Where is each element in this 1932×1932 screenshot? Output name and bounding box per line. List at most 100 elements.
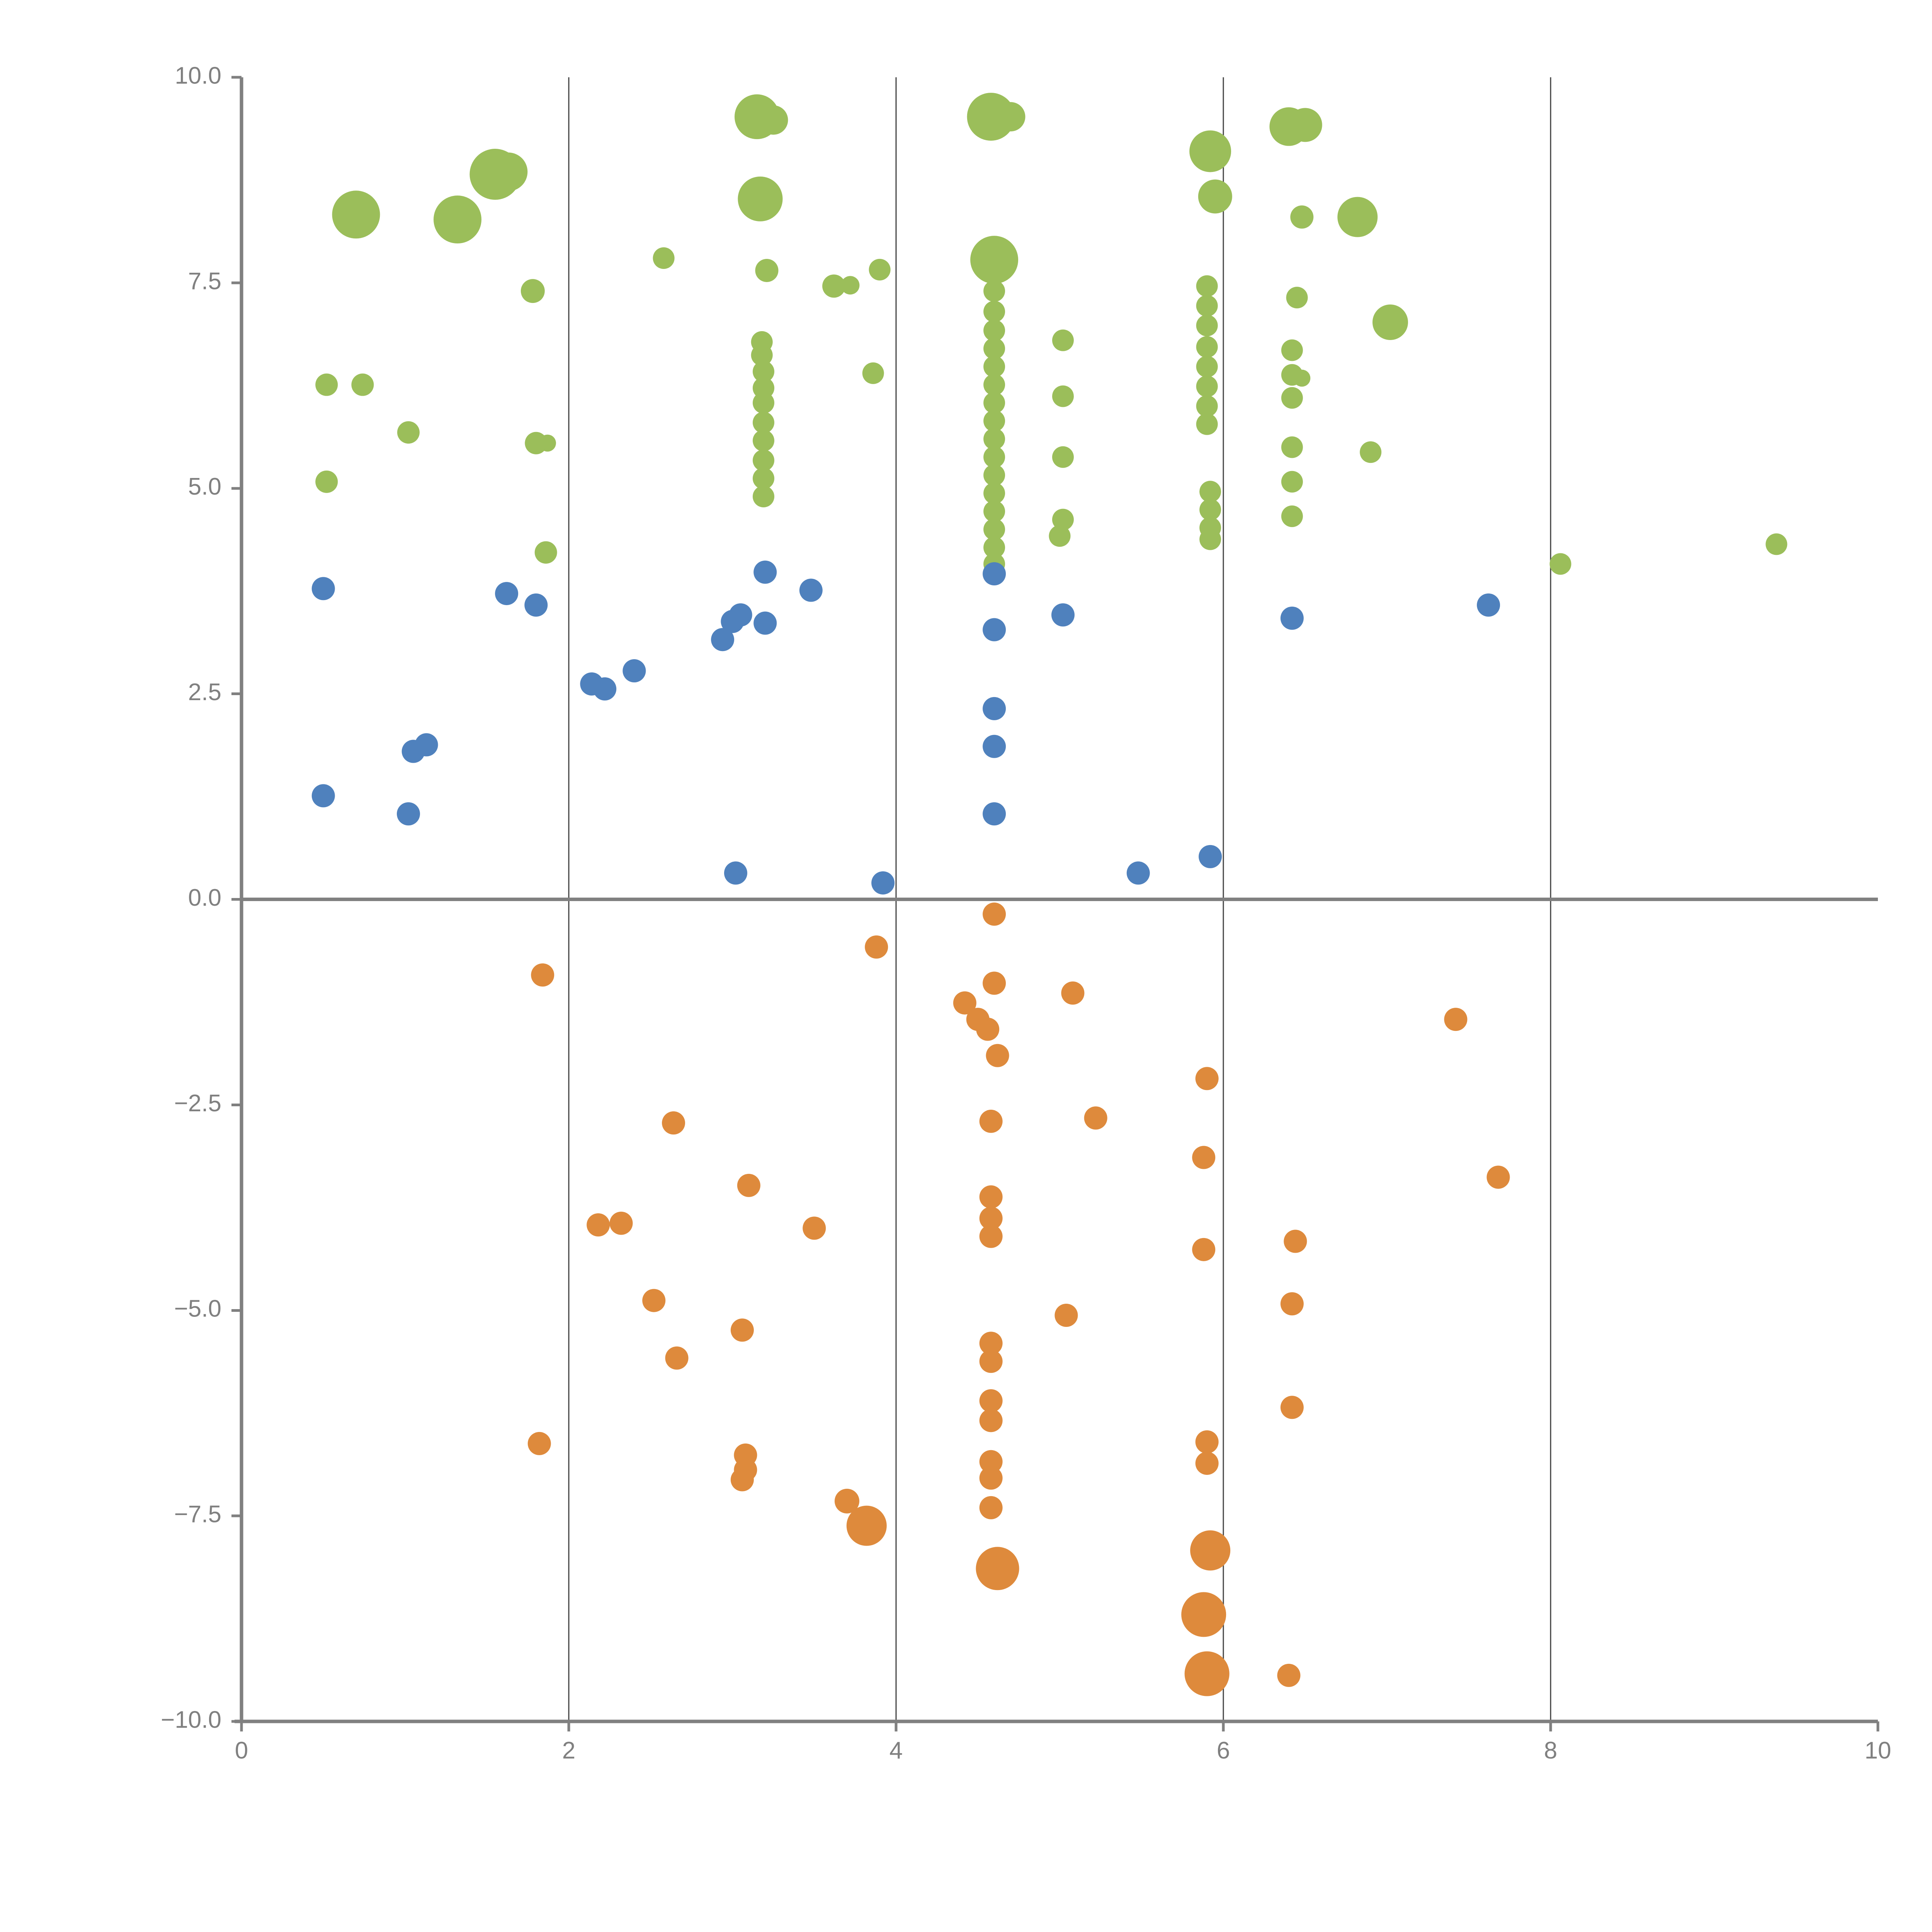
data-point[interactable]	[983, 301, 1005, 323]
data-point[interactable]	[1549, 553, 1571, 575]
data-point[interactable]	[1477, 593, 1500, 617]
data-point[interactable]	[979, 1206, 1003, 1230]
data-point[interactable]	[1198, 179, 1232, 214]
data-point[interactable]	[979, 1185, 1003, 1209]
data-point[interactable]	[593, 677, 617, 701]
data-point[interactable]	[1286, 287, 1308, 309]
data-point[interactable]	[752, 377, 774, 399]
data-point[interactable]	[587, 1213, 610, 1236]
data-point[interactable]	[397, 421, 420, 444]
data-point[interactable]	[983, 519, 1005, 541]
data-point[interactable]	[315, 373, 338, 396]
data-point[interactable]	[799, 578, 823, 602]
data-point[interactable]	[983, 428, 1005, 450]
data-point[interactable]	[1288, 108, 1322, 142]
data-point[interactable]	[1184, 1651, 1230, 1696]
data-point[interactable]	[1190, 1530, 1231, 1571]
data-point[interactable]	[711, 628, 735, 651]
data-point[interactable]	[1196, 413, 1218, 435]
data-point[interactable]	[983, 482, 1005, 504]
data-point[interactable]	[752, 449, 774, 471]
data-point[interactable]	[653, 247, 675, 269]
data-point[interactable]	[724, 861, 747, 885]
data-point[interactable]	[752, 486, 774, 508]
data-point[interactable]	[642, 1289, 666, 1312]
data-point[interactable]	[983, 355, 1005, 378]
data-point[interactable]	[983, 374, 1005, 396]
data-point[interactable]	[1052, 446, 1074, 468]
data-point[interactable]	[415, 733, 438, 757]
data-point[interactable]	[841, 276, 860, 295]
data-point[interactable]	[862, 362, 884, 384]
data-point[interactable]	[520, 279, 545, 303]
data-point[interactable]	[979, 1350, 1003, 1373]
data-point[interactable]	[983, 500, 1005, 522]
data-point[interactable]	[752, 412, 774, 434]
data-point[interactable]	[1196, 295, 1218, 317]
data-point[interactable]	[983, 320, 1005, 342]
data-point[interactable]	[1052, 509, 1074, 531]
data-point[interactable]	[1281, 436, 1303, 458]
data-point[interactable]	[1280, 1292, 1304, 1316]
data-point[interactable]	[979, 1466, 1003, 1490]
data-point[interactable]	[730, 1318, 754, 1342]
data-point[interactable]	[979, 1109, 1003, 1133]
data-point[interactable]	[1195, 1067, 1219, 1090]
data-point[interactable]	[1199, 499, 1221, 521]
data-point[interactable]	[979, 1409, 1003, 1432]
data-point[interactable]	[315, 470, 338, 493]
data-point[interactable]	[1199, 528, 1221, 550]
data-point[interactable]	[434, 196, 482, 244]
data-point[interactable]	[983, 536, 1005, 558]
data-point[interactable]	[1372, 304, 1408, 340]
data-point[interactable]	[1281, 387, 1303, 409]
data-point[interactable]	[1486, 1165, 1510, 1189]
data-point[interactable]	[834, 1488, 859, 1514]
data-point[interactable]	[1195, 1430, 1219, 1454]
data-point[interactable]	[979, 1450, 1003, 1473]
data-point[interactable]	[1281, 471, 1303, 493]
data-point[interactable]	[737, 1173, 760, 1197]
data-point[interactable]	[983, 618, 1006, 641]
data-point[interactable]	[665, 1346, 689, 1370]
data-point[interactable]	[1195, 1451, 1219, 1475]
data-point[interactable]	[983, 464, 1005, 486]
data-point[interactable]	[1196, 315, 1218, 337]
data-point[interactable]	[822, 274, 846, 298]
data-point[interactable]	[524, 593, 548, 617]
data-point[interactable]	[983, 562, 1006, 586]
data-point[interactable]	[996, 102, 1026, 132]
series-blue[interactable]	[311, 560, 1500, 895]
data-point[interactable]	[983, 697, 1006, 720]
data-point[interactable]	[976, 1017, 1000, 1041]
data-point[interactable]	[1052, 329, 1074, 351]
data-point[interactable]	[1192, 1146, 1216, 1169]
data-point[interactable]	[738, 176, 783, 221]
data-point[interactable]	[803, 1216, 826, 1240]
series-orange[interactable]	[527, 902, 1510, 1696]
data-point[interactable]	[1189, 130, 1231, 172]
data-point[interactable]	[1181, 1592, 1226, 1637]
data-point[interactable]	[976, 1547, 1019, 1590]
data-point[interactable]	[983, 446, 1005, 468]
data-point[interactable]	[983, 971, 1006, 995]
data-point[interactable]	[753, 560, 777, 584]
data-point[interactable]	[1061, 981, 1085, 1005]
data-point[interactable]	[1280, 1396, 1304, 1419]
data-point[interactable]	[1196, 395, 1218, 417]
data-point[interactable]	[1192, 1238, 1216, 1261]
data-point[interactable]	[1196, 375, 1218, 397]
data-point[interactable]	[1337, 197, 1378, 237]
data-point[interactable]	[986, 1044, 1009, 1067]
data-point[interactable]	[752, 361, 774, 383]
data-point[interactable]	[332, 190, 380, 239]
data-point[interactable]	[534, 541, 557, 564]
data-point[interactable]	[1277, 1663, 1301, 1687]
data-point[interactable]	[753, 611, 777, 635]
data-point[interactable]	[730, 1468, 754, 1492]
data-point[interactable]	[846, 1505, 887, 1546]
data-point[interactable]	[979, 1389, 1003, 1413]
data-point[interactable]	[1052, 385, 1074, 407]
data-point[interactable]	[752, 468, 774, 490]
